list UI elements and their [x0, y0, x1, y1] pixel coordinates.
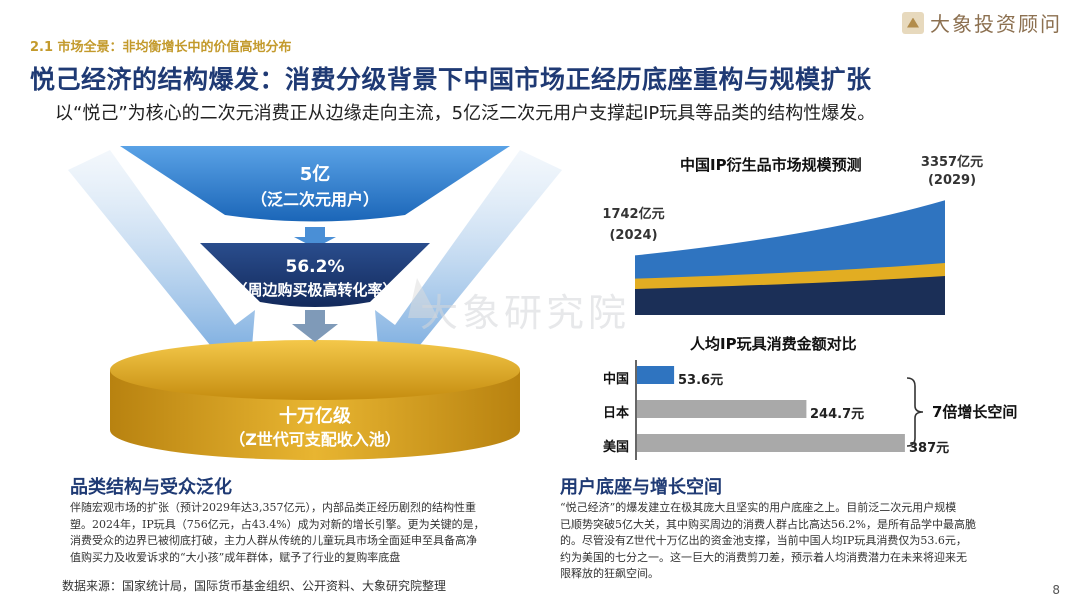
page-title: 悦己经济的结构爆发：消费分级背景下中国市场正经历底座重构与规模扩张 [30, 65, 872, 94]
text-line: 塑。2024年，IP玩具（756亿元，占43.4%）成为对新的增长引擎。更为关键… [70, 517, 485, 531]
left-section-heading: 品类结构与受众泛化 [70, 477, 232, 498]
funnel-bottom-desc: （Z世代可支配收入池） [229, 430, 401, 449]
funnel-middle-layer [200, 243, 430, 307]
bar-label-japan: 日本 [603, 406, 630, 421]
growth-annotation: 7倍增长空间 [932, 403, 1018, 421]
watermark: 大象研究院 [420, 291, 631, 335]
section-label: 2.1 市场全景：非均衡增长中的价值高地分布 [30, 40, 292, 55]
left-section-body: 伴随宏观市场的扩张（预计2029年达3,357亿元），内部品类正经历剧烈的结构性… [70, 500, 540, 566]
text-line: 值购买力及收爱诉求的“大小孩”成年群体，赋予了行业的复购率底盘 [70, 550, 401, 564]
down-arrow-icon [294, 227, 336, 248]
area-start-value: 1742亿元 [602, 207, 665, 222]
brand-name: 大象投资顾问 [930, 12, 1062, 36]
bar-usa [637, 434, 905, 452]
right-section-heading: 用户底座与增长空间 [560, 477, 722, 498]
gold-base-cylinder [110, 340, 520, 460]
text-line: 已顺势突破5亿大关，其中购买周边的消费人群占比高达56.2%，是所有品学中最高脆 [560, 517, 976, 531]
funnel-mid-desc: （周边购买极高转化率） [232, 281, 398, 299]
bar-value-china: 53.6元 [678, 373, 724, 388]
bracket-icon [906, 377, 924, 447]
data-source: 数据来源：国家统计局，国际货币基金组织、公开资料、大象研究院整理 [62, 579, 447, 593]
bar-china [637, 366, 675, 384]
left-flow-arrow [68, 150, 255, 372]
page-subtitle: 以“悦己”为核心的二次元消费正从边缘走向主流，5亿泛二次元用户支撑起IP玩具等品… [55, 103, 876, 124]
funnel-top-desc: （泛二次元用户） [250, 190, 379, 209]
text-line: 伴随宏观市场的扩张（预计2029年达3,357亿元），内部品类正经历剧烈的结构性… [70, 501, 476, 514]
text-line: “悦己经济”的爆发建立在极其庞大且坚实的用户底座之上。目前泛二次元用户规模 [560, 501, 957, 514]
funnel-top-value: 5亿 [299, 164, 331, 185]
area-end-value: 3357亿元 [920, 155, 984, 170]
bar-label-usa: 美国 [603, 440, 630, 455]
area-series-base [635, 276, 945, 315]
text-line: 的。尽管没有Z世代十万亿出的资金池支撑，当前中国人均IP玩具消费仅为53.6元， [560, 534, 967, 547]
bar-chart [635, 360, 905, 460]
right-section-body: “悦己经济”的爆发建立在极其庞大且坚实的用户底座之上。目前泛二次元用户规模 已顺… [560, 500, 1030, 583]
funnel-top-layer [120, 146, 510, 222]
text-line: 消费受众的边界已被彻底打破，主力人群从传统的儿童玩具市场全面延申至具备高净 [70, 534, 477, 547]
down-arrow-icon [292, 310, 338, 342]
area-chart-title: 中国IP衍生品市场规模预测 [680, 156, 862, 174]
bar-label-china: 中国 [603, 372, 630, 387]
bar-japan [637, 400, 807, 418]
funnel-bottom-value: 十万亿级 [279, 406, 351, 427]
funnel-diagram [68, 146, 562, 460]
funnel-mid-value: 56.2% [285, 257, 345, 277]
elephant-logo-icon [902, 11, 924, 34]
bar-value-japan: 244.7元 [810, 407, 865, 422]
page-number: 8 [1052, 583, 1060, 597]
text-line: 限释放的狂飙空间。 [560, 567, 659, 580]
bar-value-usa: 387元 [909, 441, 950, 456]
text-line: 约为美国的七分之一。这一巨大的消费剪刀差，预示着人均消费潜力在未来将迎来无 [560, 550, 967, 564]
brand-logo: 大象投资顾问 [902, 8, 1062, 37]
bar-chart-title: 人均IP玩具消费金额对比 [690, 335, 857, 353]
area-start-year: (2024) [609, 228, 658, 243]
area-end-year: (2029) [927, 173, 977, 188]
area-chart [635, 200, 945, 315]
